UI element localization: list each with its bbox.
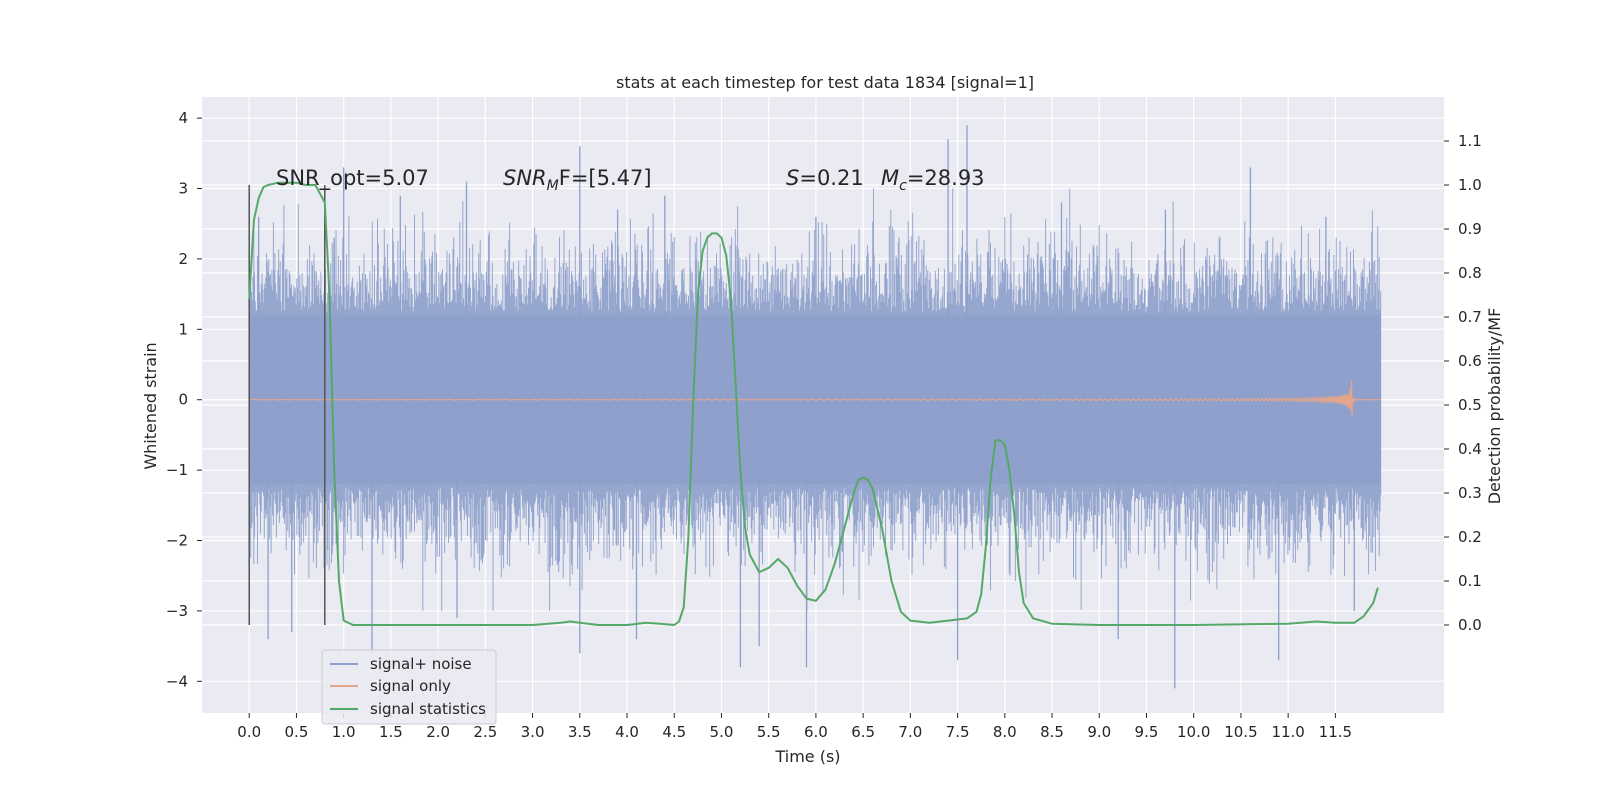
y2-tick-label: 0.2 (1458, 528, 1482, 546)
y2-tick-label: 0.9 (1458, 220, 1482, 238)
snr-mf-subscript: M (547, 178, 559, 194)
mc-symbol: M (881, 166, 899, 190)
x-tick-label: 9.5 (1135, 723, 1159, 741)
y-tick-label: 2 (178, 250, 188, 268)
x-tick-label: 5.0 (710, 723, 734, 741)
y-axis-label: Whitened strain (141, 342, 160, 469)
tick-labels: 0.0 0.5 1.0 1.5 2.0 2.5 3.0 3.5 4.0 4.5 5.0 5.5 6.0 6… (166, 109, 1482, 741)
y2-tick-label: 0.8 (1458, 264, 1482, 282)
x-tick-label: 4.0 (615, 723, 639, 741)
x-tick-label: 9.0 (1087, 723, 1111, 741)
mc-value: =28.93 (907, 166, 985, 190)
x-tick-label: 6.5 (851, 723, 875, 741)
snr-mf-symbol: SNR (503, 166, 547, 190)
y-tick-label: 0 (178, 391, 188, 409)
annotation-snr-mf: SNRMF=[5.47] (503, 166, 652, 194)
x-tick-label: 6.0 (804, 723, 828, 741)
y2-tick-label: 0.3 (1458, 484, 1482, 502)
y-tick-label: 1 (178, 320, 188, 338)
x-tick-label: 3.0 (521, 723, 545, 741)
x-tick-label: 11.0 (1271, 723, 1304, 741)
y2-axis-label: Detection probability/MF (1485, 308, 1504, 505)
x-axis-label: Time (s) (774, 747, 840, 766)
x-tick-label: 5.5 (757, 723, 781, 741)
x-tick-label: 8.0 (993, 723, 1017, 741)
y-tick-label: −3 (166, 602, 188, 620)
s-value: =0.21 (799, 166, 863, 190)
signal-only-line (249, 379, 1381, 416)
y-tick-label: −4 (166, 672, 188, 690)
x-tick-label: 7.5 (946, 723, 970, 741)
x-tick-label: 1.5 (379, 723, 403, 741)
annotation-snr-opt: SNR_opt=5.07 (276, 166, 429, 191)
y2-tick-label: 0.0 (1458, 616, 1482, 634)
x-tick-label: 8.5 (1040, 723, 1064, 741)
x-tick-label: 2.5 (473, 723, 497, 741)
x-tick-label: 3.5 (568, 723, 592, 741)
mc-subscript: c (899, 178, 907, 194)
y2-tick-label: 0.6 (1458, 352, 1482, 370)
s-symbol: S (786, 166, 799, 190)
noise-peaks (258, 125, 1355, 689)
x-tick-label: 10.0 (1177, 723, 1210, 741)
y2-tick-label: 0.5 (1458, 396, 1482, 414)
x-tick-label: 4.5 (662, 723, 686, 741)
x-tick-label: 0.0 (237, 723, 261, 741)
legend-label-signal-plus-noise: signal+ noise (370, 655, 472, 673)
y2-tick-label: 1.1 (1458, 132, 1482, 150)
x-tick-label: 11.5 (1319, 723, 1352, 741)
x-tick-label: 2.0 (426, 723, 450, 741)
x-tick-label: 0.5 (285, 723, 309, 741)
signal-only-series (249, 379, 1381, 416)
annotation-s: S=0.21 (786, 166, 864, 190)
x-tick-label: 1.0 (332, 723, 356, 741)
y-tick-label: −2 (166, 532, 188, 550)
y2-tick-label: 1.0 (1458, 176, 1482, 194)
legend-box (321, 649, 497, 725)
signal-statistics-line (248, 181, 1379, 626)
legend: signal+ noise signal only signal statist… (321, 649, 497, 725)
y2-tick-label: 0.1 (1458, 572, 1482, 590)
y2-tick-label: 0.7 (1458, 308, 1482, 326)
chart-title: stats at each timestep for test data 183… (616, 73, 1034, 92)
y-tick-label: −1 (166, 461, 188, 479)
legend-label-signal-statistics: signal statistics (370, 700, 486, 718)
y-tick-label: 3 (178, 180, 188, 198)
x-tick-label: 10.5 (1224, 723, 1257, 741)
y-tick-label: 4 (178, 109, 188, 127)
legend-label-signal-only: signal only (370, 677, 451, 695)
snr-mf-value: F=[5.47] (559, 166, 652, 190)
window-markers (248, 185, 326, 625)
annotation-mc: Mc=28.93 (881, 166, 985, 194)
y2-tick-label: 0.4 (1458, 440, 1482, 458)
signal-statistics-series (248, 181, 1379, 626)
x-tick-label: 7.0 (898, 723, 922, 741)
